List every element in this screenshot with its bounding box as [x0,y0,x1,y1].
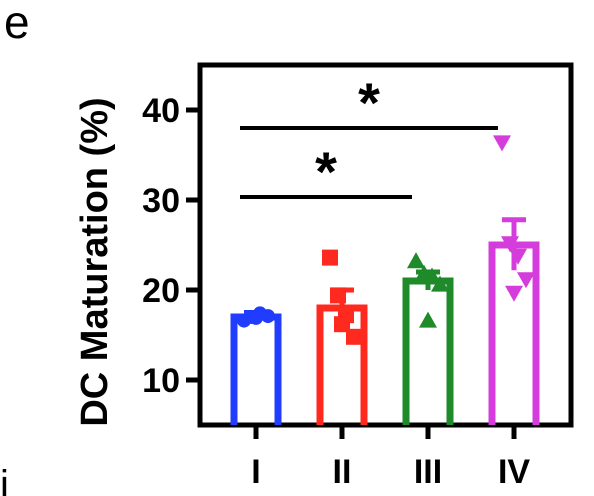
plot-frame [197,62,574,428]
x-tick-label: II [333,453,352,491]
panel-label: e [4,0,30,48]
x-tick-label: IV [498,453,530,491]
partial-panel-label: i [0,463,9,496]
data-point-iii [423,267,441,284]
data-point-iv [493,135,511,152]
data-point-iii [407,252,425,269]
data-point-i [249,310,263,325]
x-tick-label: I [251,453,260,491]
data-point-iv [517,272,535,289]
y-axis-label: DC Maturation (%) [74,97,116,426]
data-point-iii [431,275,449,292]
bar-iv [488,241,540,425]
data-point-ii [330,287,346,304]
significance-star: * [358,71,380,134]
bar-iii [402,277,454,425]
data-point-iii [419,311,437,328]
x-tick-label: III [414,453,442,491]
significance-star: * [315,140,337,203]
y-tick-label: 40 [142,92,180,130]
bar-i [230,313,282,425]
data-point-ii [346,328,362,345]
data-point-iv [501,236,519,253]
data-point-ii [334,316,350,333]
data-point-iv [509,248,527,265]
data-point-i [261,309,275,324]
data-point-iv [505,285,523,302]
data-point-ii [322,249,338,266]
y-tick-label: 10 [142,362,180,400]
y-tick-label: 20 [142,272,180,310]
y-tick-label: 30 [142,182,180,220]
